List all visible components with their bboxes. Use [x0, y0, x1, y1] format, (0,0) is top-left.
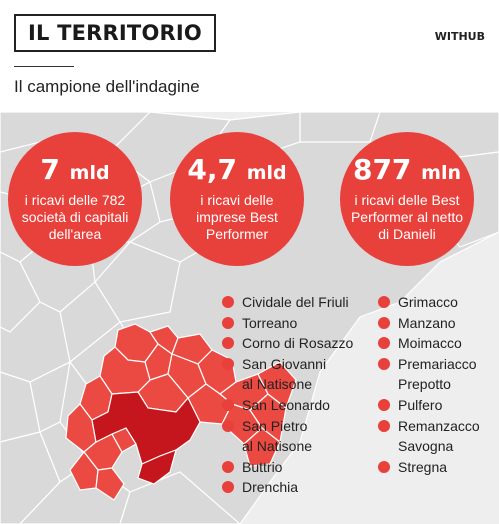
stat-description: i ricavi delle imprese Best Performer — [196, 192, 278, 242]
bullet-dot — [222, 398, 234, 411]
map-comune-outline — [119, 471, 241, 524]
map-comune-sample — [257, 361, 297, 409]
list-item: Pulfero — [378, 395, 480, 416]
stat-value: 4,7 mld — [187, 153, 287, 186]
bullet-dot — [378, 398, 390, 411]
list-item: Torreano — [222, 313, 353, 334]
list-item: Manzano — [378, 313, 480, 334]
list-item: Premariacco — [378, 354, 480, 375]
map-comune-outline — [94, 241, 181, 323]
bullet-dot — [222, 460, 234, 473]
list-item: Buttrio — [222, 457, 353, 478]
municipality-list-left: Cividale del Friuli Torreano Corno di Ro… — [222, 292, 353, 498]
list-item: Drenchia — [222, 477, 353, 498]
map-comune-sample — [69, 451, 99, 491]
bullet-dot — [222, 481, 234, 494]
bullet-dot — [378, 337, 390, 350]
stat-description: i ricavi delle 782 società di capitali d… — [21, 192, 129, 242]
list-item: Corno di Rosazzo — [222, 333, 353, 354]
list-item: San Pietro al Natisone — [222, 416, 353, 457]
bullet-dot — [378, 296, 390, 308]
map-comune-outline — [299, 112, 381, 143]
bullet-dot — [222, 316, 234, 329]
list-item: Grimacco — [378, 292, 480, 313]
stat-bubble-revenue-total: 7 mld i ricavi delle 782 società di capi… — [8, 132, 142, 266]
map-comune-sample — [137, 449, 177, 485]
list-item: Prepotto — [398, 376, 451, 393]
stat-description: i ricavi delle Best Performer al netto d… — [350, 192, 464, 242]
bullet-dot — [222, 419, 234, 432]
list-item: Savogna — [398, 438, 454, 455]
list-item: Remanzacco — [378, 416, 480, 437]
divider — [14, 66, 74, 67]
municipality-list-right: Grimacco Manzano Moimacco Premariacco Pr… — [378, 292, 480, 477]
stat-value: 877 mln — [352, 153, 462, 186]
bullet-dot — [378, 460, 390, 473]
subtitle: Il campione dell'indagine — [14, 77, 200, 96]
bullet-dot — [378, 419, 390, 432]
stat-bubble-best-performer: 4,7 mld i ricavi delle imprese Best Perf… — [170, 132, 304, 266]
stat-value: 7 mld — [40, 153, 110, 186]
bullet-dot — [222, 296, 234, 308]
list-item: Cividale del Friuli — [222, 292, 353, 313]
brand-logo: WITHUB — [434, 30, 485, 43]
page-title: IL TERRITORIO — [14, 14, 216, 52]
list-item: Moimacco — [378, 333, 480, 354]
stat-bubble-best-performer-net: 877 mln i ricavi delle Best Performer al… — [340, 132, 474, 266]
map-comune-sample — [243, 427, 281, 467]
list-item: San Leonardo — [222, 395, 353, 416]
list-item: Stregna — [378, 457, 480, 478]
list-item: San Giovanni al Natisone — [222, 354, 353, 395]
map-comune-sample — [95, 467, 125, 501]
bullet-dot — [378, 316, 390, 329]
bullet-dot — [222, 357, 234, 370]
bullet-dot — [222, 337, 234, 350]
bullet-dot — [378, 357, 390, 370]
